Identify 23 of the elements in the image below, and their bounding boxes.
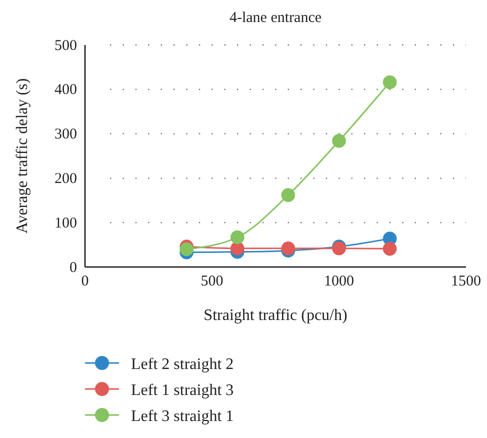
legend-label: Left 1 straight 3	[131, 382, 234, 399]
y-tick-label: 200	[54, 171, 77, 187]
point	[382, 75, 397, 90]
y-tick-label: 100	[54, 215, 77, 232]
x-tick-label: 1000	[324, 274, 354, 290]
point	[332, 134, 346, 148]
point	[382, 242, 397, 256]
y-axis-title: Average traffic delay (s)	[14, 78, 31, 234]
x-tick-label: 0	[81, 274, 89, 290]
point	[281, 188, 296, 202]
point	[281, 241, 296, 256]
chart-title: 4-lane entrance	[229, 10, 322, 26]
y-tick-label: 0	[70, 260, 77, 276]
x-tick-label: 500	[200, 274, 224, 290]
y-tick-label: 400	[54, 82, 77, 98]
legend-label: Left 3 straight 1	[131, 408, 234, 425]
x-tick-label: 1500	[451, 274, 481, 290]
y-tick-label: 300	[54, 126, 77, 143]
point	[180, 242, 194, 256]
point	[230, 230, 244, 244]
y-tick-label: 500	[54, 38, 77, 54]
legend-label: Left 2 straight 2	[131, 356, 234, 373]
x-axis-title: Straight traffic (pcu/h)	[204, 307, 348, 324]
